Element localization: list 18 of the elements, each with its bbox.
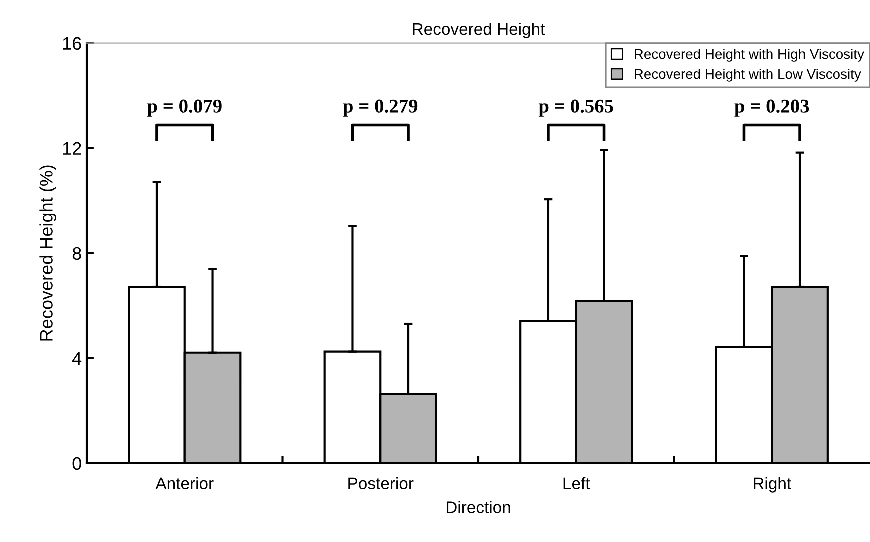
y-tick-label: 16 <box>63 37 82 50</box>
y-tick-label: 8 <box>72 247 82 260</box>
y-axis-title: Recovered Height (%) <box>40 166 56 341</box>
x-axis-title: Direction <box>446 501 510 514</box>
x-tick-label: Anterior <box>156 477 214 490</box>
y-tick-label: 0 <box>72 457 82 470</box>
x-tick-label: Left <box>564 477 590 490</box>
annotation: p = 0.079 <box>147 100 222 117</box>
annotation: p = 0.203 <box>734 100 810 117</box>
x-tick-label: Right <box>754 477 792 493</box>
legend-label: Recovered Height with Low Viscosity <box>635 68 862 82</box>
y-tick-label: 12 <box>63 142 82 155</box>
annotation: p = 0.565 <box>538 100 614 117</box>
y-tick-label: 4 <box>72 352 82 365</box>
legend-label: Recovered Height with High Viscosity <box>635 48 864 62</box>
chart-title: Recovered Height <box>413 22 546 38</box>
annotation: p = 0.279 <box>343 100 418 117</box>
x-tick-label: Posterior <box>348 477 414 490</box>
